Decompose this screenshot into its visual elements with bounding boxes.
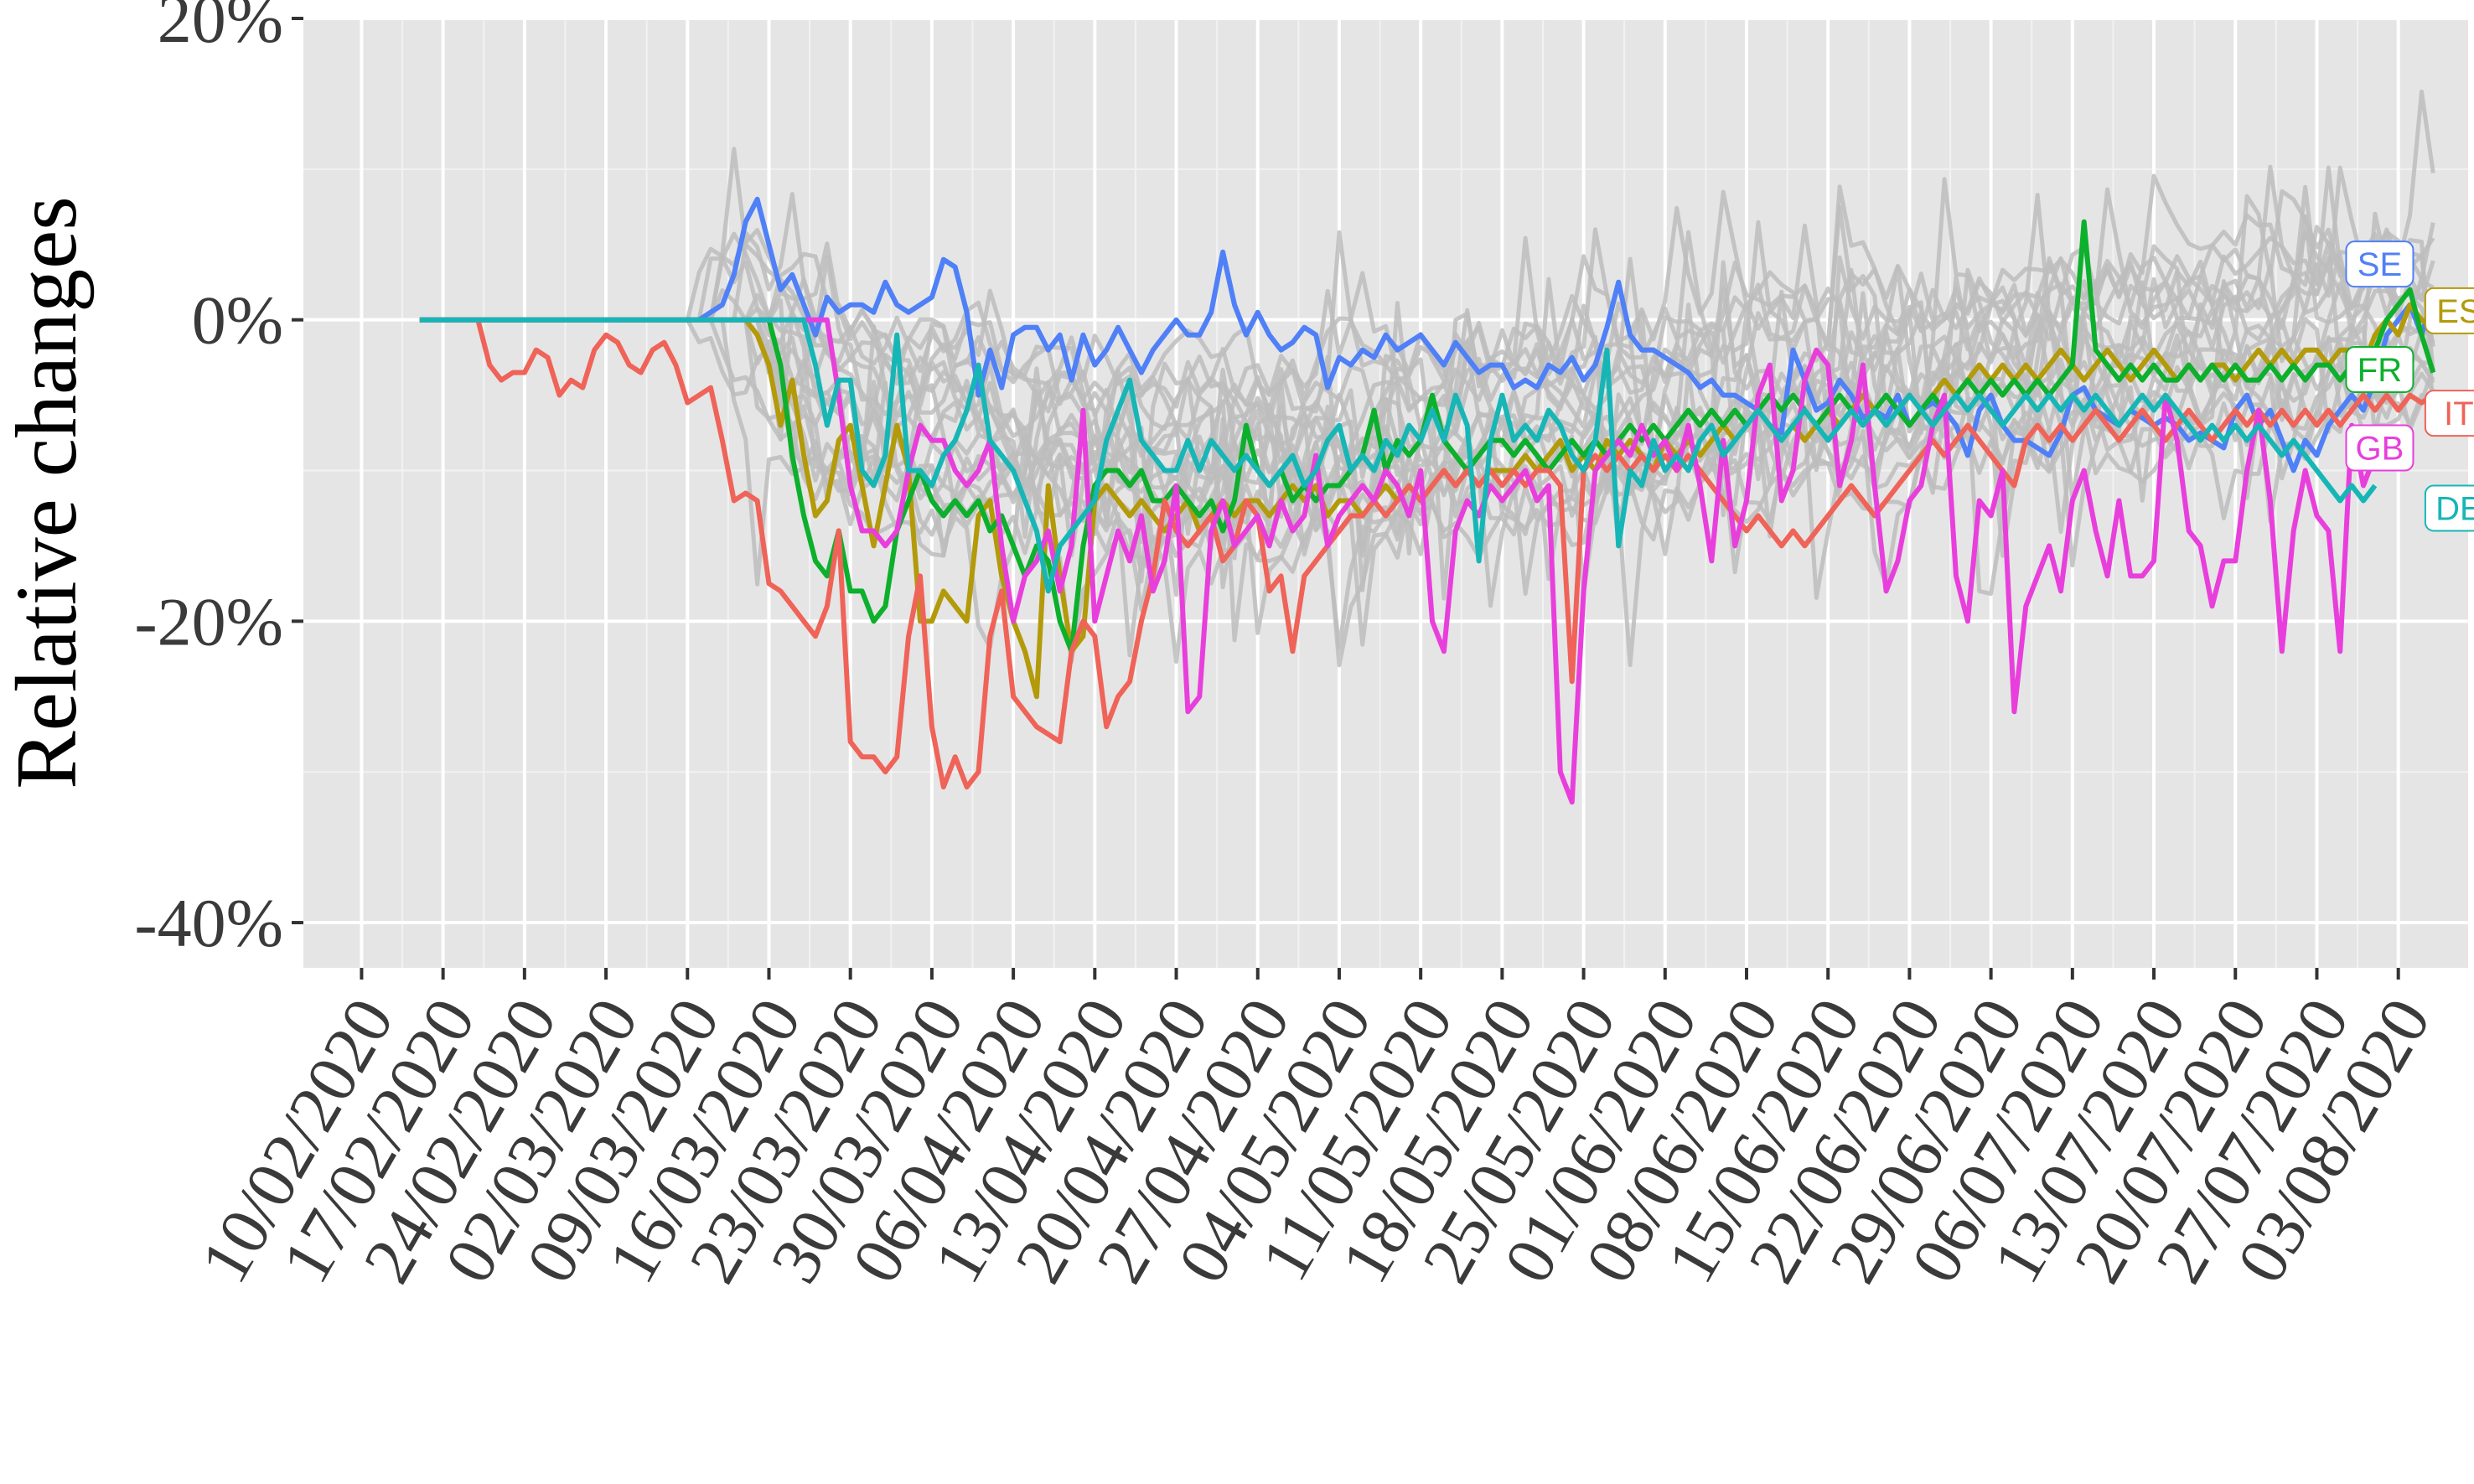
y-axis-title: Relative changes <box>0 196 95 789</box>
y-tick-label: 20% <box>158 0 283 57</box>
series-line-it <box>419 317 2435 790</box>
series-label-text: FR <box>2358 352 2402 389</box>
series-label-box <box>2424 390 2474 437</box>
series-label-de: DE <box>2424 484 2474 532</box>
series-label-box <box>2345 240 2414 288</box>
y-tick-label: -20% <box>134 583 283 659</box>
series-labels: SE ES FR IT GB DE <box>2345 240 2474 532</box>
series-lines <box>419 196 2436 805</box>
plot-panel <box>303 18 2468 968</box>
series-label-box <box>2424 287 2474 334</box>
y-tick-label: -40% <box>134 885 283 961</box>
series-label-text: SE <box>2358 246 2402 283</box>
series-label-it: IT <box>2424 390 2474 437</box>
series-label-text: GB <box>2356 431 2404 468</box>
series-line-de <box>419 317 2378 594</box>
series-label-box <box>2424 484 2474 532</box>
series-line-gb <box>419 317 2378 805</box>
series-label-fr: FR <box>2345 346 2414 394</box>
x-axis: 10/02/202017/02/202024/02/202002/03/2020… <box>185 968 2445 1295</box>
series-label-text: ES <box>2436 293 2474 330</box>
series-label-gb: GB <box>2345 424 2414 472</box>
background-series-line <box>419 189 2435 545</box>
series-label-text: IT <box>2444 396 2474 432</box>
series-label-box <box>2345 346 2414 394</box>
y-axis: -40% -20% 0% 20% <box>134 0 303 961</box>
background-series-line <box>419 147 2435 584</box>
series-label-se: SE <box>2345 240 2414 288</box>
background-series-line <box>419 302 2434 553</box>
series-label-text: DE <box>2435 490 2474 527</box>
series-label-es: ES <box>2424 287 2474 334</box>
y-tick-label: 0% <box>192 282 283 359</box>
series-line-se <box>419 196 2436 473</box>
series-label-box <box>2345 424 2414 472</box>
